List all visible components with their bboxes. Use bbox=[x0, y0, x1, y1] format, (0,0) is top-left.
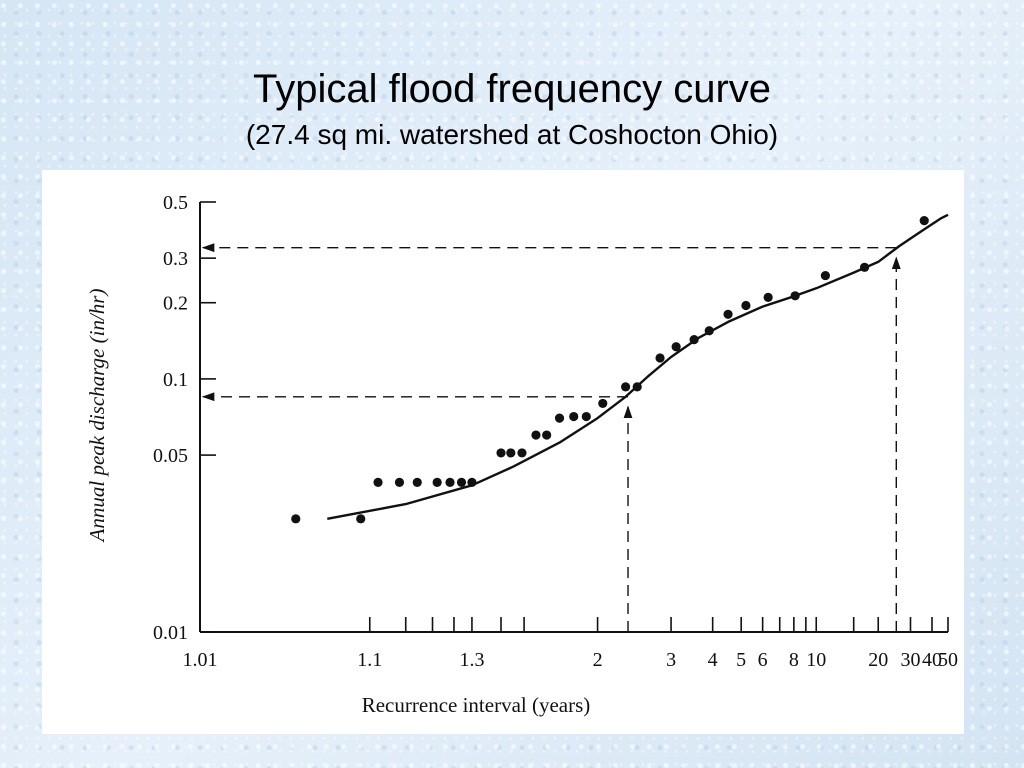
data-point bbox=[919, 216, 929, 226]
data-point bbox=[554, 413, 565, 423]
data-point bbox=[569, 411, 579, 422]
x-tick-label: 1.01 bbox=[183, 649, 218, 671]
x-tick-label: 30 bbox=[900, 649, 920, 671]
x-tick-label: 2 bbox=[593, 649, 603, 671]
data-point bbox=[531, 430, 541, 440]
y-axis-label: Annual peak discharge (in/hr) bbox=[85, 289, 109, 544]
axes bbox=[199, 202, 948, 633]
data-point bbox=[432, 477, 442, 488]
y-tick-label: 0.01 bbox=[153, 622, 188, 644]
x-tick-label: 40 bbox=[922, 649, 942, 671]
data-point bbox=[412, 477, 422, 488]
data-point bbox=[763, 292, 773, 302]
data-point bbox=[859, 262, 870, 272]
fitted-curve bbox=[327, 213, 949, 520]
x-tick-label: 3 bbox=[666, 649, 676, 671]
slide-title: Typical flood frequency curve bbox=[252, 67, 772, 111]
data-point bbox=[445, 477, 455, 488]
y-ticks: 0.5 0.3 0.2 0.1 0.05 0.01 bbox=[153, 192, 216, 644]
y-tick-label: 0.5 bbox=[163, 192, 188, 214]
data-point bbox=[704, 326, 714, 336]
data-point bbox=[820, 270, 830, 281]
data-point bbox=[741, 300, 751, 311]
data-point bbox=[291, 514, 301, 524]
y-tick-label: 0.05 bbox=[153, 445, 188, 467]
data-point bbox=[790, 291, 800, 301]
data-point bbox=[506, 448, 516, 458]
y-tick-label: 0.2 bbox=[163, 293, 188, 315]
data-point bbox=[373, 477, 383, 488]
data-point bbox=[655, 353, 665, 363]
data-point bbox=[394, 477, 405, 488]
x-tick-label: 50 bbox=[938, 649, 958, 671]
data-point bbox=[723, 309, 733, 319]
data-point bbox=[689, 334, 699, 345]
x-tick-label: 1.3 bbox=[459, 649, 484, 671]
data-point bbox=[456, 477, 467, 488]
chart-panel: 1.01 1.1 1.3 2 3 4 5 6 8 10 20 30 40 50 0.5 0.3 0.2 0.1 0… bbox=[42, 170, 964, 734]
fitted-curve-line bbox=[327, 213, 949, 520]
x-tick-label: 20 bbox=[868, 649, 888, 671]
data-point bbox=[517, 448, 527, 458]
x-tick-label: 6 bbox=[758, 649, 768, 671]
data-point bbox=[632, 382, 642, 392]
data-point bbox=[620, 382, 631, 392]
x-tick-label: 10 bbox=[806, 649, 826, 671]
x-tick-label: 8 bbox=[789, 649, 799, 671]
x-tick-label: 4 bbox=[708, 649, 718, 671]
data-point bbox=[356, 514, 366, 524]
data-point bbox=[598, 398, 608, 409]
slide-subtitle: (27.4 sq mi. watershed at Coshocton Ohio… bbox=[245, 119, 779, 150]
y-tick-label: 0.1 bbox=[163, 369, 188, 391]
data-point bbox=[581, 411, 591, 422]
data-point bbox=[467, 477, 477, 488]
data-point bbox=[671, 342, 681, 352]
x-tick-label: 1.1 bbox=[357, 649, 382, 671]
x-tick-label: 5 bbox=[736, 649, 746, 671]
reading-arrows bbox=[201, 243, 901, 632]
y-tick-label: 0.3 bbox=[163, 248, 188, 270]
data-point bbox=[542, 430, 552, 440]
data-point bbox=[496, 448, 506, 458]
x-axis-label: Recurrence interval (years) bbox=[362, 693, 591, 717]
data-points bbox=[291, 216, 929, 524]
